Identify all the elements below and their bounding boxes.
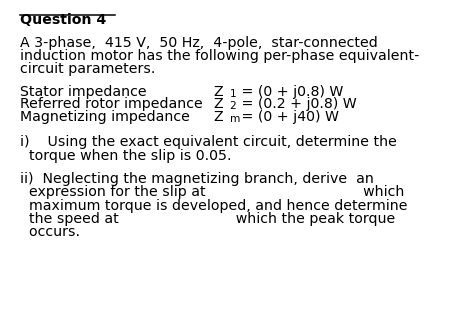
Text: the speed at                          which the peak torque: the speed at which the peak torque <box>19 212 395 226</box>
Text: Question 4: Question 4 <box>19 13 106 27</box>
Text: Magnetizing impedance: Magnetizing impedance <box>19 110 190 124</box>
Text: Stator impedance: Stator impedance <box>19 85 146 99</box>
Text: ii)  Neglecting the magnetizing branch, derive  an: ii) Neglecting the magnetizing branch, d… <box>19 172 374 186</box>
Text: i)    Using the exact equivalent circuit, determine the: i) Using the exact equivalent circuit, d… <box>19 135 397 149</box>
Text: A 3-phase,  415 V,  50 Hz,  4-pole,  star-connected: A 3-phase, 415 V, 50 Hz, 4-pole, star-co… <box>19 36 377 50</box>
Text: m: m <box>230 114 240 124</box>
Text: = (0 + j0.8) W: = (0 + j0.8) W <box>237 85 343 99</box>
Text: Z: Z <box>214 85 223 99</box>
Text: Z: Z <box>214 110 223 124</box>
Text: circuit parameters.: circuit parameters. <box>19 62 155 76</box>
Text: induction motor has the following per-phase equivalent-: induction motor has the following per-ph… <box>19 49 419 63</box>
Text: expression for the slip at                                   which: expression for the slip at which <box>19 186 404 199</box>
Text: maximum torque is developed, and hence determine: maximum torque is developed, and hence d… <box>19 199 407 213</box>
Text: Referred rotor impedance: Referred rotor impedance <box>19 97 202 111</box>
Text: 2: 2 <box>230 101 237 111</box>
Text: 1: 1 <box>230 89 237 99</box>
Text: torque when the slip is 0.05.: torque when the slip is 0.05. <box>19 149 231 162</box>
Text: = (0 + j40) W: = (0 + j40) W <box>237 110 339 124</box>
Text: occurs.: occurs. <box>19 225 80 239</box>
Text: = (0.2 + j0.8) W: = (0.2 + j0.8) W <box>237 97 356 111</box>
Text: Z: Z <box>214 97 223 111</box>
